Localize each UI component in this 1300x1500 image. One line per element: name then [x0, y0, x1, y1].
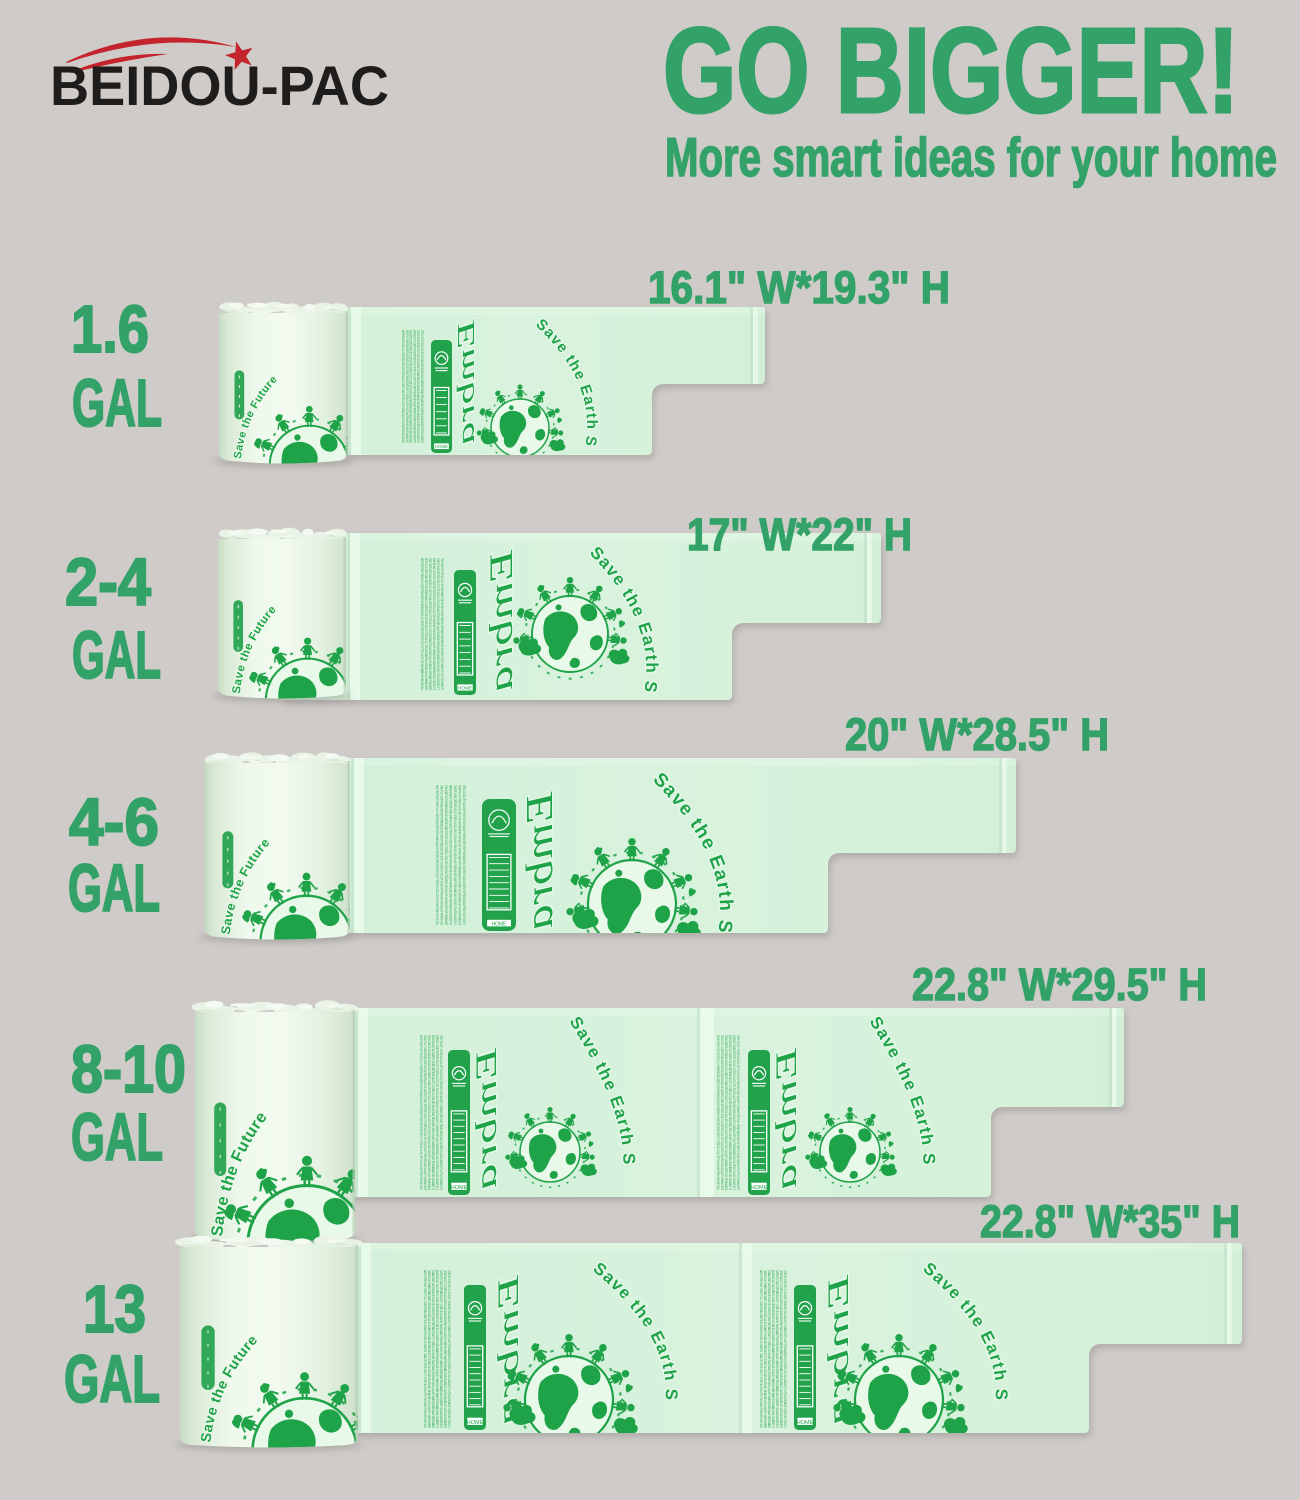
- svg-text:MADE FROM PLANT STARCH FULLY C: MADE FROM PLANT STARCH FULLY COMPOSTABLE…: [759, 1270, 763, 1428]
- svg-text:More smart ideas for your home: More smart ideas for your home: [665, 126, 1277, 188]
- svg-text:D6400 EN13432 OK COMPOST HOME: D6400 EN13432 OK COMPOST HOME CERTIFIED …: [728, 1035, 732, 1190]
- svg-text:STABLE MEETS ASTM D6400 EN1343: STABLE MEETS ASTM D6400 EN13432 OK COMPO…: [724, 1035, 728, 1190]
- svg-text:HOME: HOME: [435, 444, 448, 449]
- svg-text:STABLE MEETS ASTM D6400 EN1343: STABLE MEETS ASTM D6400 EN13432 OK COMPO…: [444, 785, 449, 925]
- svg-text:TARCH FULLY COMPOSTABLE MEETS: TARCH FULLY COMPOSTABLE MEETS ASTM D6400…: [720, 1035, 724, 1190]
- svg-text:MADE FROM PLANT STARCH FULLY C: MADE FROM PLANT STARCH FULLY COMPOSTABLE…: [419, 1035, 423, 1190]
- svg-text:TARCH FULLY COMPOSTABLE MEETS: TARCH FULLY COMPOSTABLE MEETS ASTM D6400…: [440, 785, 445, 925]
- svg-text:HOME: HOME: [797, 1420, 814, 1426]
- svg-text:TIFIED FACILITY STORE IN A COO: TIFIED FACILITY STORE IN A COOL DRY PLAC…: [736, 1035, 740, 1190]
- svg-text:TIFIED FACILITY STORE IN A COO: TIFIED FACILITY STORE IN A COOL DRY PLAC…: [440, 558, 444, 690]
- svg-text:2-4: 2-4: [65, 545, 151, 620]
- svg-text:Embra: Embra: [822, 1273, 855, 1425]
- svg-text:TARCH FULLY COMPOSTABLE MEETS: TARCH FULLY COMPOSTABLE MEETS ASTM D6400…: [763, 1270, 767, 1428]
- svg-text:TIFIED FACILITY STORE IN A COO: TIFIED FACILITY STORE IN A COOL DRY PLAC…: [458, 785, 463, 925]
- svg-text:COMPOST HOME CERTIFIED FACILIT: COMPOST HOME CERTIFIED FACILITY STORE IN…: [416, 330, 420, 443]
- svg-text:D6400 EN13432 OK COMPOST HOME: D6400 EN13432 OK COMPOST HOME CERTIFIED …: [432, 558, 436, 690]
- svg-text:GAL: GAL: [72, 618, 161, 693]
- svg-text:MADE FROM PLANT STARCH FULLY C: MADE FROM PLANT STARCH FULLY COMPOSTABLE…: [423, 1270, 427, 1428]
- svg-text:D6400 EN13432 OK COMPOST HOME: D6400 EN13432 OK COMPOST HOME CERTIFIED …: [449, 785, 454, 925]
- svg-text:STABLE MEETS ASTM D6400 EN1343: STABLE MEETS ASTM D6400 EN13432 OK COMPO…: [428, 558, 432, 690]
- svg-text:BEIDOU-PAC: BEIDOU-PAC: [50, 54, 389, 117]
- svg-text:TIFIED FACILITY STORE IN A COO: TIFIED FACILITY STORE IN A COOL DRY PLAC…: [443, 1270, 447, 1428]
- svg-text:STABLE MEETS ASTM D6400 EN1343: STABLE MEETS ASTM D6400 EN13432 OK COMPO…: [767, 1270, 771, 1428]
- svg-text:TARCH FULLY COMPOSTABLE MEETS: TARCH FULLY COMPOSTABLE MEETS ASTM D6400…: [424, 558, 428, 690]
- svg-text:HOME: HOME: [467, 1420, 484, 1426]
- svg-text:D6400 EN13432 OK COMPOST HOME: D6400 EN13432 OK COMPOST HOME CERTIFIED …: [431, 1035, 435, 1190]
- svg-text:GAL: GAL: [71, 1100, 163, 1175]
- svg-text:16.1" W*19.3" H: 16.1" W*19.3" H: [648, 262, 950, 313]
- svg-text:STABLE MEETS ASTM D6400 EN1343: STABLE MEETS ASTM D6400 EN13432 OK COMPO…: [409, 330, 413, 443]
- svg-text:COMPOST HOME CERTIFIED FACILIT: COMPOST HOME CERTIFIED FACILITY STORE IN…: [453, 785, 458, 925]
- svg-text:MADE FROM PLANT STARCH FULLY C: MADE FROM PLANT STARCH FULLY COMPOSTABLE…: [420, 558, 424, 690]
- svg-text:TORE IN A COOL DRY PLACE AWAY: TORE IN A COOL DRY PLACE AWAY FROM HEAT …: [783, 1270, 787, 1428]
- svg-text:MADE FROM PLANT STARCH FULLY C: MADE FROM PLANT STARCH FULLY COMPOSTABLE…: [716, 1035, 720, 1190]
- svg-text:Embra: Embra: [770, 1046, 803, 1190]
- svg-text:D6400 EN13432 OK COMPOST HOME: D6400 EN13432 OK COMPOST HOME CERTIFIED …: [435, 1270, 439, 1428]
- svg-text:GAL: GAL: [64, 1342, 160, 1417]
- svg-text:17" W*22" H: 17" W*22" H: [687, 509, 912, 560]
- svg-text:HOME: HOME: [458, 686, 472, 692]
- svg-text:GO BIGGER!: GO BIGGER!: [663, 2, 1239, 138]
- svg-text:TIFIED FACILITY STORE IN A COO: TIFIED FACILITY STORE IN A COOL DRY PLAC…: [779, 1270, 783, 1428]
- svg-text:COMPOST HOME CERTIFIED FACILIT: COMPOST HOME CERTIFIED FACILITY STORE IN…: [732, 1035, 736, 1190]
- svg-text:22.8" W*35" H: 22.8" W*35" H: [980, 1196, 1240, 1247]
- svg-text:TORE IN A COOL DRY PLACE AWAY: TORE IN A COOL DRY PLACE AWAY FROM HEAT …: [447, 1270, 451, 1428]
- svg-text:COMPOST HOME CERTIFIED FACILIT: COMPOST HOME CERTIFIED FACILITY STORE IN…: [435, 1035, 439, 1190]
- svg-text:HOME: HOME: [451, 1185, 468, 1191]
- svg-text:Embra: Embra: [484, 548, 520, 692]
- svg-text:TARCH FULLY COMPOSTABLE MEETS: TARCH FULLY COMPOSTABLE MEETS ASTM D6400…: [405, 330, 409, 443]
- svg-text:TORE IN A COOL DRY PLACE AWAY: TORE IN A COOL DRY PLACE AWAY FROM HEAT …: [462, 785, 467, 925]
- svg-text:4-6: 4-6: [69, 785, 159, 860]
- svg-text:1.6: 1.6: [71, 292, 149, 367]
- svg-text:STABLE MEETS ASTM D6400 EN1343: STABLE MEETS ASTM D6400 EN13432 OK COMPO…: [427, 1035, 431, 1190]
- svg-text:STABLE MEETS ASTM D6400 EN1343: STABLE MEETS ASTM D6400 EN13432 OK COMPO…: [431, 1270, 435, 1428]
- svg-text:D6400 EN13432 OK COMPOST HOME: D6400 EN13432 OK COMPOST HOME CERTIFIED …: [412, 330, 416, 443]
- svg-text:TIFIED FACILITY STORE IN A COO: TIFIED FACILITY STORE IN A COOL DRY PLAC…: [439, 1035, 443, 1190]
- svg-text:COMPOST HOME CERTIFIED FACILIT: COMPOST HOME CERTIFIED FACILITY STORE IN…: [439, 1270, 443, 1428]
- svg-text:COMPOST HOME CERTIFIED FACILIT: COMPOST HOME CERTIFIED FACILITY STORE IN…: [436, 558, 440, 690]
- svg-text:Embra: Embra: [454, 318, 480, 445]
- svg-text:Embra: Embra: [470, 1046, 503, 1190]
- svg-text:20" W*28.5" H: 20" W*28.5" H: [845, 709, 1109, 760]
- svg-text:HOME: HOME: [751, 1185, 768, 1191]
- svg-text:13: 13: [83, 1272, 146, 1347]
- svg-text:22.8" W*29.5" H: 22.8" W*29.5" H: [912, 959, 1207, 1010]
- svg-text:TARCH FULLY COMPOSTABLE MEETS: TARCH FULLY COMPOSTABLE MEETS ASTM D6400…: [423, 1035, 427, 1190]
- svg-text:HOME: HOME: [492, 921, 508, 927]
- svg-text:TIFIED FACILITY STORE IN A COO: TIFIED FACILITY STORE IN A COOL DRY PLAC…: [420, 330, 424, 443]
- svg-text:GAL: GAL: [68, 851, 160, 926]
- svg-text:TARCH FULLY COMPOSTABLE MEETS: TARCH FULLY COMPOSTABLE MEETS ASTM D6400…: [427, 1270, 431, 1428]
- svg-text:8-10: 8-10: [71, 1032, 186, 1107]
- svg-text:D6400 EN13432 OK COMPOST HOME: D6400 EN13432 OK COMPOST HOME CERTIFIED …: [771, 1270, 775, 1428]
- svg-text:MADE FROM PLANT STARCH FULLY C: MADE FROM PLANT STARCH FULLY COMPOSTABLE…: [435, 785, 440, 925]
- svg-text:MADE FROM PLANT STARCH FULLY C: MADE FROM PLANT STARCH FULLY COMPOSTABLE…: [401, 330, 405, 443]
- svg-text:Embra: Embra: [519, 791, 561, 930]
- svg-text:Embra: Embra: [492, 1273, 525, 1425]
- svg-text:COMPOST HOME CERTIFIED FACILIT: COMPOST HOME CERTIFIED FACILITY STORE IN…: [775, 1270, 779, 1428]
- svg-text:GAL: GAL: [72, 366, 162, 441]
